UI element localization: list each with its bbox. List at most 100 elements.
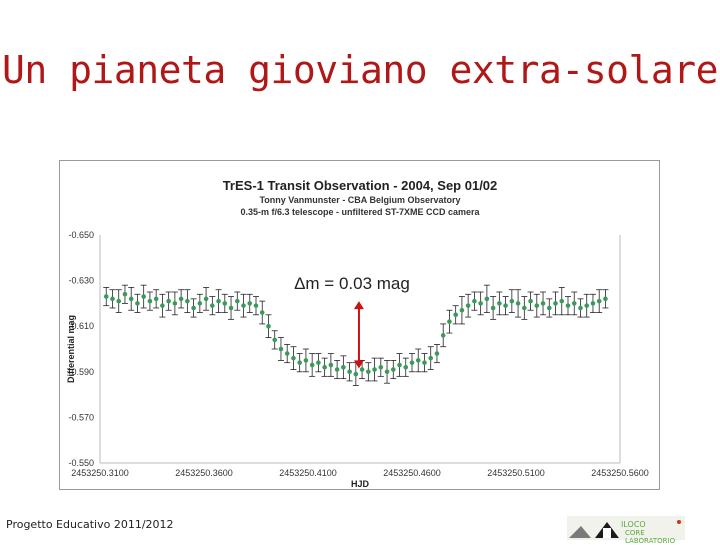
footer-text: Progetto Educativo 2011/2012: [6, 518, 174, 531]
data-point: [221, 293, 228, 313]
data-point: [446, 309, 453, 334]
data-point: [203, 287, 210, 311]
data-point: [109, 289, 116, 309]
y-tick-label: -0.570: [68, 412, 94, 422]
data-point: [533, 293, 540, 318]
data-point: [552, 291, 559, 316]
data-point: [159, 293, 166, 318]
data-point: [465, 293, 472, 318]
data-point: [165, 291, 172, 311]
data-point: [265, 314, 272, 339]
data-point: [184, 289, 191, 313]
x-axis-label: HJD: [351, 479, 370, 489]
data-point: [334, 359, 341, 380]
data-point: [340, 355, 347, 380]
data-point: [496, 291, 503, 316]
data-point: [290, 346, 297, 370]
data-point: [153, 289, 160, 309]
data-point: [302, 348, 309, 373]
data-point: [277, 337, 284, 361]
data-point: [215, 289, 222, 313]
data-point: [234, 291, 241, 311]
data-point: [402, 357, 409, 377]
data-point: [253, 296, 259, 316]
data-point: [540, 291, 547, 316]
chart-frame: TrES-1 Transit Observation - 2004, Sep 0…: [59, 160, 660, 490]
y-tick-labels: -0.650 -0.630 -0.610 -0.590 -0.570 -0.550: [68, 230, 94, 468]
data-point: [121, 284, 128, 304]
data-point: [240, 293, 247, 318]
data-point: [521, 296, 528, 320]
x-tick-label: 2453250.4100: [279, 468, 337, 478]
data-point: [228, 296, 235, 320]
data-point: [583, 293, 590, 318]
data-point: [178, 289, 185, 309]
data-point: [284, 344, 291, 364]
chart-subtitle-1: Tonny Vanmunster - CBA Belgium Observato…: [259, 195, 460, 205]
data-point: [365, 362, 372, 382]
data-point: [309, 353, 316, 377]
data-point: [315, 353, 322, 373]
data-point: [140, 284, 147, 309]
data-point: [196, 293, 203, 313]
x-tick-labels: 2453250.3100 2453250.3600 2453250.4100 2453…: [71, 468, 649, 478]
x-tick-label: 2453250.3600: [175, 468, 233, 478]
data-point: [421, 353, 428, 373]
data-point: [433, 344, 440, 364]
y-tick-label: -0.590: [68, 367, 94, 377]
chart-subtitle-2: 0.35-m f/6.3 telescope - unfiltered ST-7…: [240, 207, 480, 217]
data-point: [146, 291, 153, 311]
transit-light-curve-chart: TrES-1 Transit Observation - 2004, Sep 0…: [66, 178, 649, 489]
data-point: [103, 287, 110, 307]
data-point: [190, 298, 197, 318]
data-point: [508, 289, 515, 313]
y-tick-label: -0.550: [68, 458, 94, 468]
data-point: [327, 353, 334, 377]
data-point: [259, 300, 266, 325]
delta-arrow: [353, 301, 364, 369]
data-point: [271, 330, 278, 350]
data-point: [577, 298, 584, 318]
data-point: [209, 296, 216, 316]
data-point: [515, 289, 522, 318]
data-point: [483, 284, 490, 313]
data-point: [565, 296, 571, 316]
data-point: [571, 291, 578, 316]
chart-title: TrES-1 Transit Observation - 2004, Sep 0…: [223, 178, 498, 193]
y-axis-label: Differential mag: [66, 315, 76, 383]
data-point: [502, 296, 509, 316]
data-point: [296, 353, 303, 373]
x-tick-label: 2453250.3100: [71, 468, 129, 478]
data-point: [602, 289, 609, 309]
data-point: [359, 359, 366, 380]
data-point: [477, 291, 484, 316]
data-point: [134, 293, 141, 313]
data-point: [390, 359, 397, 380]
data-point: [458, 296, 465, 325]
data-point: [546, 298, 553, 318]
data-point: [346, 362, 353, 382]
data-point: [589, 293, 596, 313]
data-point: [396, 353, 403, 377]
data-point: [471, 291, 478, 311]
data-point: [371, 357, 378, 382]
delta-m-annotation: Δm = 0.03 mag: [294, 274, 410, 293]
x-tick-label: 2453250.5600: [591, 468, 649, 478]
data-point: [452, 305, 459, 325]
data-point: [377, 357, 384, 377]
logo-text-1: ILOCO: [621, 520, 646, 529]
data-point: [596, 289, 603, 313]
slide-title: Un pianeta gioviano extra-solare: [1, 48, 719, 92]
data-point: [415, 348, 422, 373]
data-point: [115, 289, 122, 313]
y-tick-label: -0.610: [68, 321, 94, 331]
x-tick-label: 2453250.4600: [383, 468, 441, 478]
logo: ILOCO CORE LABORATORIO: [567, 516, 685, 545]
y-tick-label: -0.630: [68, 276, 94, 286]
data-point: [558, 287, 565, 316]
data-point: [527, 291, 534, 311]
logo-text-2: CORE LABORATORIO: [625, 529, 676, 545]
data-point: [440, 323, 447, 348]
data-point: [171, 291, 178, 316]
data-point: [427, 346, 434, 370]
